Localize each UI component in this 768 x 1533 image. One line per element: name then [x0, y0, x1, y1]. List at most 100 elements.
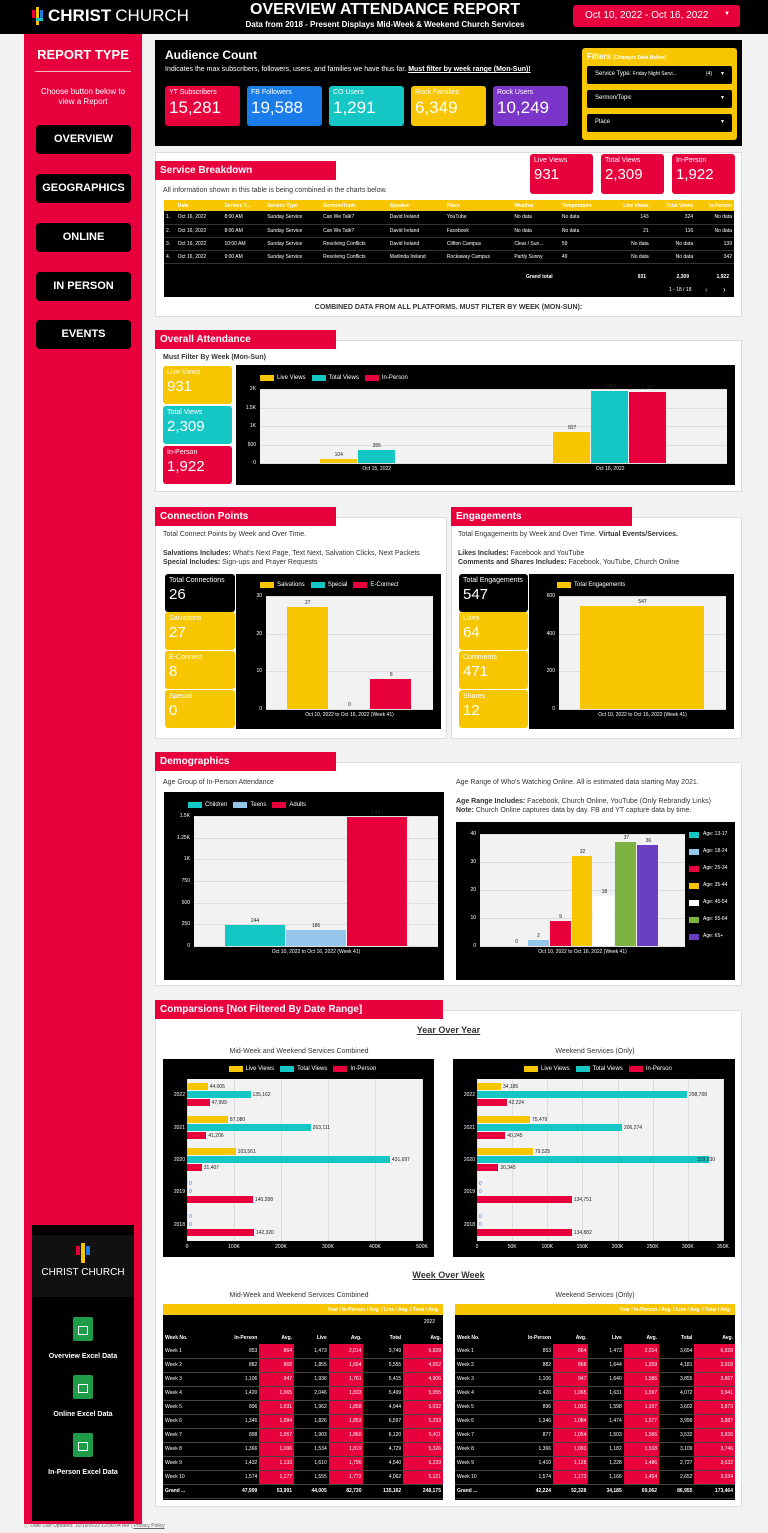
overview-excel-link[interactable]: Overview Excel Data: [48, 1353, 118, 1360]
overview-button[interactable]: OVERVIEW: [36, 125, 131, 154]
column-header[interactable]: Service Type: [265, 200, 322, 211]
column-header[interactable]: Avg.: [722, 1335, 733, 1341]
legend-item[interactable]: In-Person: [364, 375, 408, 381]
table-cell: 1,420: [210, 1386, 260, 1401]
table-cell: David Ireland: [387, 211, 445, 225]
legend-item[interactable]: Special: [310, 582, 347, 588]
column-header[interactable]: Live Views: [608, 200, 651, 211]
legend-item[interactable]: Total Views: [311, 375, 359, 381]
table-cell: 947: [553, 1372, 589, 1387]
table-cell: Clear / Sun...: [512, 237, 560, 251]
service-type-filter[interactable]: Service Type: Friday Night Servi... (4) …: [587, 66, 732, 84]
legend-label: Age: 18-24: [703, 848, 728, 854]
table-cell: 5,055: [403, 1386, 443, 1401]
table-cell: 5,239: [403, 1456, 443, 1471]
legend-swatch: [333, 1066, 348, 1072]
online-excel-link[interactable]: Online Excel Data: [53, 1411, 113, 1418]
audience-desc-bold: Must filter by week range (Mon-Sun)!: [408, 66, 531, 73]
column-header[interactable]: [164, 200, 176, 211]
column-header[interactable]: Week No.: [165, 1335, 188, 1341]
legend-item[interactable]: Children: [188, 802, 227, 808]
bar-in-person: [477, 1164, 499, 1171]
column-header[interactable]: Avg.: [281, 1335, 293, 1341]
column-header[interactable]: Live: [316, 1335, 327, 1341]
y-tick-label: 400: [546, 630, 555, 637]
legend-item[interactable]: Total Engagements: [557, 582, 625, 588]
legend-item[interactable]: In-Person: [628, 1066, 672, 1072]
column-header[interactable]: Weather: [512, 200, 560, 211]
table-cell: 3,855: [659, 1372, 695, 1387]
column-header[interactable]: Temperature: [559, 200, 609, 211]
bar-in-person: [477, 1131, 506, 1139]
table-row: Week 10 1,574 1,173 1,166 1,454 2,652 3,534: [455, 1470, 735, 1485]
privacy-link[interactable]: Privacy Policy: [133, 1523, 165, 1529]
bar-e-connect: [370, 678, 412, 709]
column-header[interactable]: Total: [680, 1335, 693, 1341]
geographics-button[interactable]: GEOGRAPHICS: [36, 174, 131, 203]
table-cell: 1,772: [328, 1470, 364, 1485]
column-header[interactable]: In-Person: [234, 1335, 258, 1341]
desc-text: Facebook and YouTube: [508, 550, 585, 557]
section-desc: Total Connect Points by Week and Over Ti…: [163, 531, 307, 538]
spreadsheet-icon[interactable]: [73, 1433, 93, 1457]
legend-item[interactable]: E-Connect: [353, 582, 399, 588]
chevron-left-icon[interactable]: ‹: [705, 285, 708, 294]
data-label: 0: [189, 1181, 192, 1188]
table-cell: No data: [650, 250, 696, 264]
column-header[interactable]: Sermon/Topic: [321, 200, 388, 211]
table-cell: 6,828: [403, 1344, 443, 1359]
legend-item[interactable]: Live Views: [228, 1066, 274, 1072]
chevron-right-icon[interactable]: ›: [723, 285, 726, 294]
column-header[interactable]: Speaker: [387, 200, 445, 211]
spreadsheet-icon[interactable]: [73, 1375, 93, 1399]
online-button[interactable]: ONLINE: [36, 223, 131, 252]
legend-swatch: [188, 802, 202, 808]
audience-desc-text: Indicates the max subscribers, followers…: [165, 66, 407, 73]
column-header[interactable]: Week No.: [457, 1335, 480, 1341]
logo-bold: CHRIST: [48, 6, 112, 25]
table-cell: 1,054: [553, 1428, 589, 1443]
legend-item[interactable]: Live Views: [260, 375, 306, 381]
column-header[interactable]: Avg.: [430, 1335, 441, 1341]
legend-item[interactable]: Salvations: [260, 582, 305, 588]
table-row: Week 9 1,410 1,128 1,228 1,486 2,727 3,632: [455, 1456, 735, 1471]
bar-in-person: [477, 1228, 572, 1236]
column-header[interactable]: Total Views: [650, 200, 696, 211]
date-range-picker[interactable]: Oct 10, 2022 - Oct 16, 2022 ▼: [573, 5, 740, 27]
column-header[interactable]: Place: [444, 200, 513, 211]
spreadsheet-icon[interactable]: [73, 1317, 93, 1341]
column-header[interactable]: Live: [611, 1335, 622, 1341]
sermon-topic-filter[interactable]: Sermon/Topic ▼: [587, 90, 732, 108]
filters-title: Filters [Changes Data Below]: [587, 52, 666, 61]
legend-item[interactable]: Total Views: [280, 1066, 327, 1072]
column-header[interactable]: Avg.: [350, 1335, 362, 1341]
yoy-left-subtitle: Mid-Week and Weekend Services Combined: [229, 1048, 369, 1055]
bar-live-views: [187, 1115, 228, 1123]
legend-label: Children: [205, 802, 228, 808]
legend-item[interactable]: Live Views: [524, 1066, 570, 1072]
events-button[interactable]: EVENTS: [36, 320, 131, 349]
column-header[interactable]: In-Person: [527, 1335, 552, 1341]
in-person-button[interactable]: IN PERSON: [36, 272, 131, 301]
place-filter[interactable]: Place ▼: [587, 114, 732, 132]
connection-points-chart: Salvations Special E-Connect 0 10 20 30 27 0 8 Oct…: [236, 574, 441, 729]
table-row: Grand ... 42,224 52,328 34,185 69,062 86,955 1…: [455, 1484, 735, 1499]
legend-item[interactable]: Total Views: [575, 1066, 623, 1072]
legend-item[interactable]: Teens: [233, 802, 266, 808]
in-person-excel-link[interactable]: In-Person Excel Data: [48, 1469, 118, 1476]
column-header[interactable]: Avg.: [575, 1335, 587, 1341]
column-header[interactable]: Date: [175, 200, 223, 211]
table-cell: No data: [559, 211, 609, 225]
column-header[interactable]: Avg.: [646, 1335, 658, 1341]
table-cell: 5,411: [403, 1428, 443, 1443]
column-header[interactable]: Service T...: [222, 200, 266, 211]
column-header[interactable]: Total: [389, 1335, 402, 1341]
column-header[interactable]: In-Person: [695, 200, 734, 211]
kpi-value: 2,309: [167, 418, 205, 435]
legend-item[interactable]: In-Person: [333, 1066, 376, 1072]
gridline: [194, 816, 438, 817]
y-tick-label: 2018: [173, 1221, 185, 1228]
last-updated: Date Last Updated: 10/19/2022 12:06:04 A…: [30, 1523, 130, 1529]
legend-item[interactable]: Adults: [272, 802, 306, 808]
table-header: Date Service T... Service Type Sermon/Topic…: [164, 200, 734, 211]
